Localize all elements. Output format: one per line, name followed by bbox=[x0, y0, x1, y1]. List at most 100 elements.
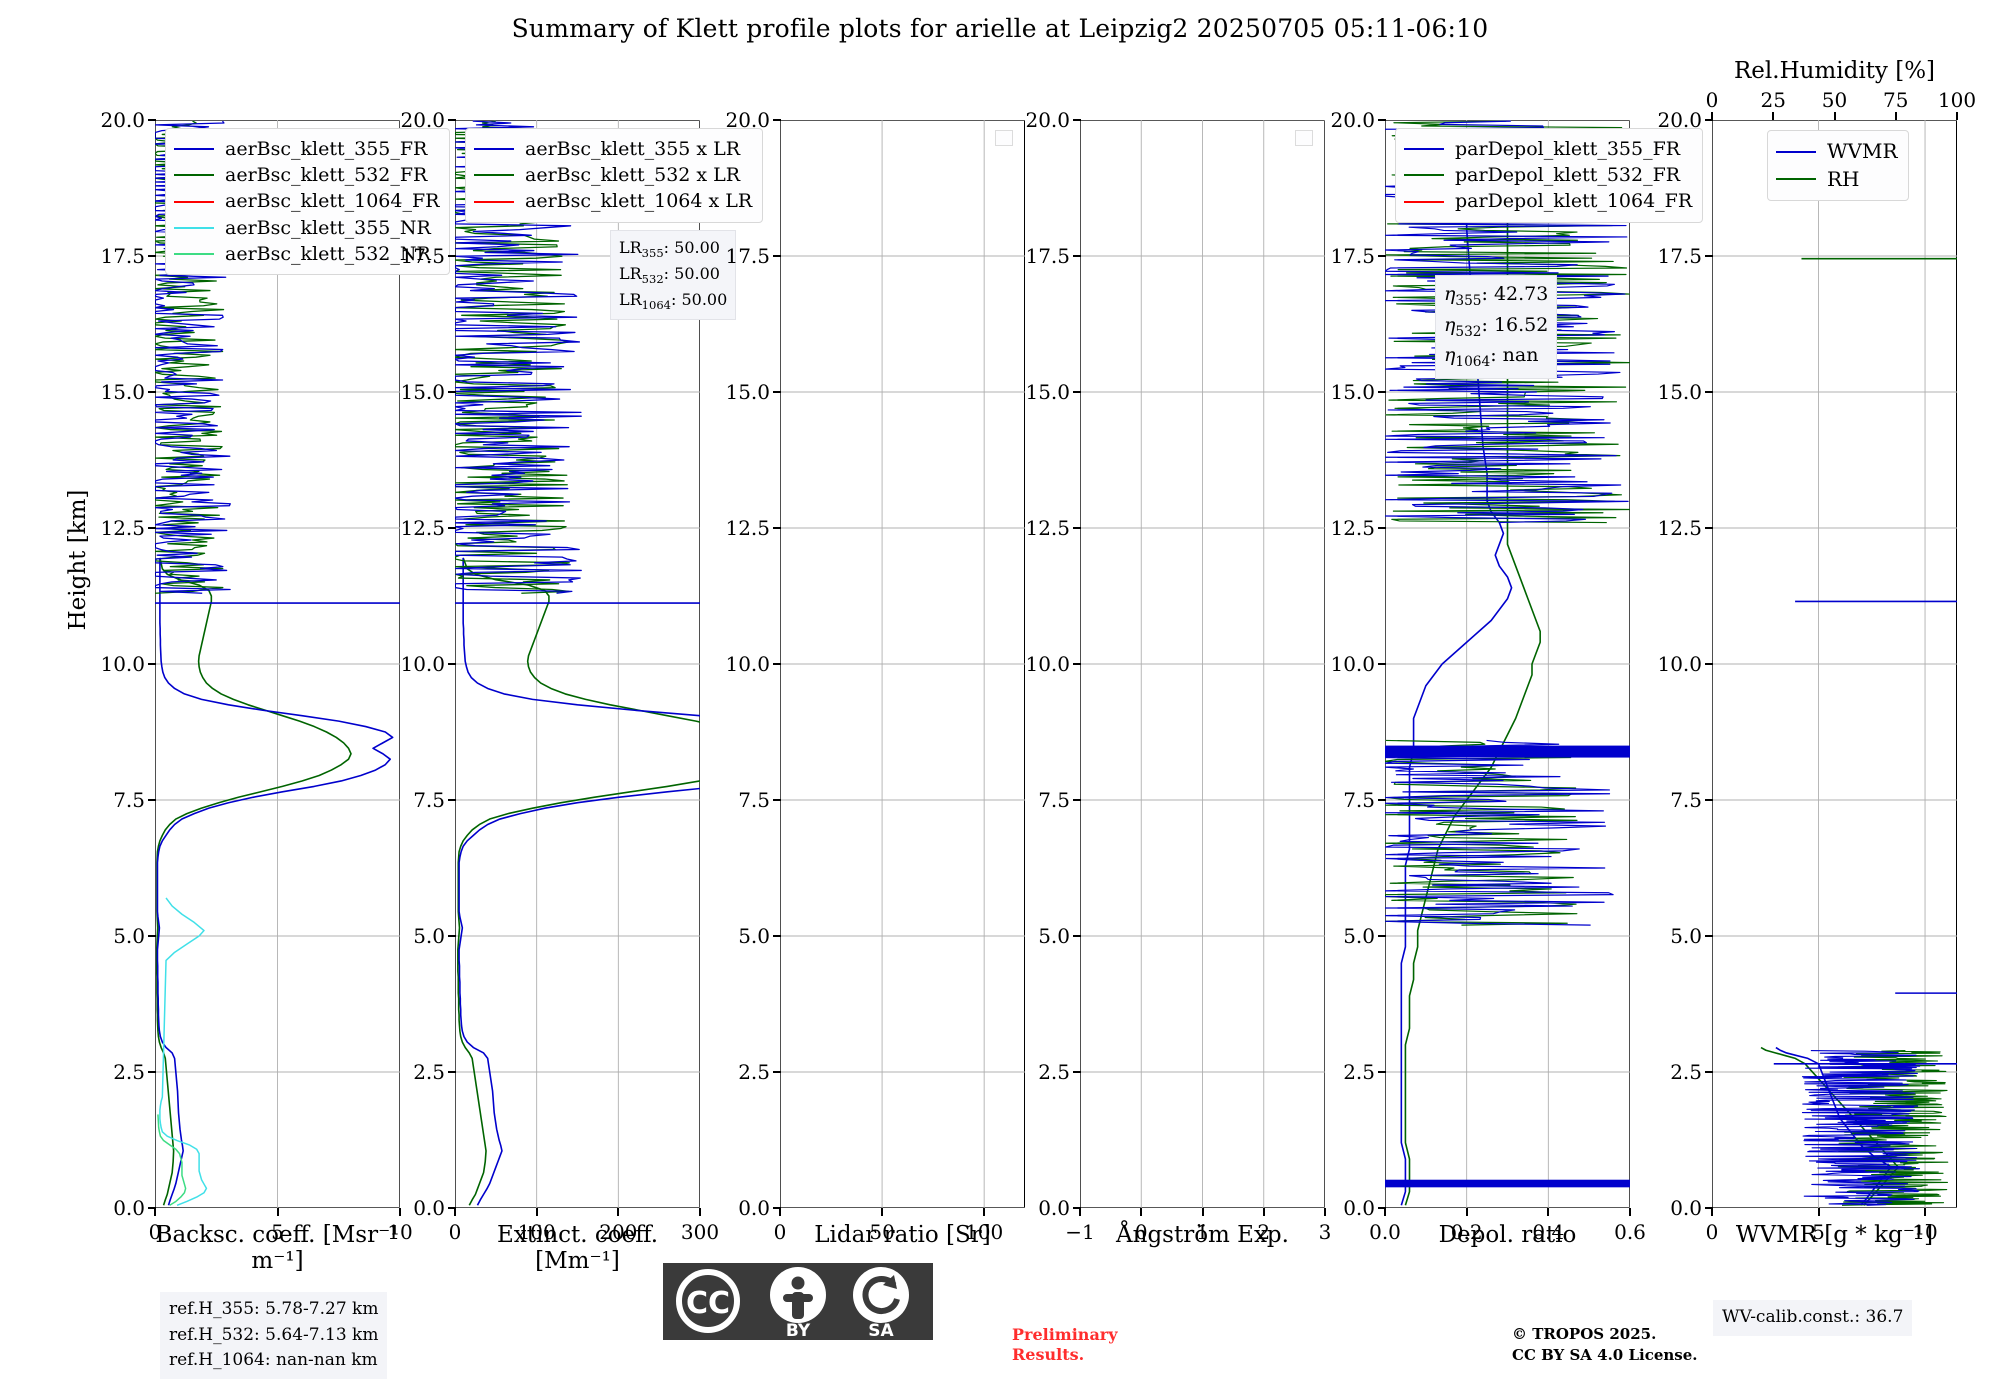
y-tick-mark bbox=[148, 391, 156, 393]
trace-wvmr-noise bbox=[1801, 1050, 1921, 1206]
top-tick-label-rh: 25 bbox=[1760, 88, 1786, 112]
y-tick-mark bbox=[448, 799, 456, 801]
annotation-line: η532: 16.52 bbox=[1444, 312, 1548, 343]
svg-text:CC: CC bbox=[686, 1286, 730, 1321]
annotation-value: : 50.00 bbox=[663, 238, 720, 257]
annotation-line: η355: 42.73 bbox=[1444, 281, 1548, 312]
x-tick-mark bbox=[1817, 1208, 1820, 1216]
annotation-value: : 50.00 bbox=[670, 289, 728, 309]
annotation-symbol: η bbox=[1444, 313, 1456, 336]
trace-532-fr bbox=[457, 557, 700, 1206]
legend-swatch-icon bbox=[474, 200, 514, 203]
y-tick-label: 0.0 bbox=[1038, 1196, 1070, 1220]
legend-label: parDepol_klett_355_FR bbox=[1455, 138, 1681, 160]
y-tick-label: 17.5 bbox=[725, 244, 770, 268]
x-tick-mark bbox=[1262, 1208, 1265, 1216]
legend-item: aerBsc_klett_532 x LR bbox=[474, 162, 752, 188]
y-tick-mark bbox=[148, 1207, 156, 1209]
x-tick-label: 10 bbox=[1912, 1220, 1938, 1244]
y-tick-label: 5.0 bbox=[738, 924, 770, 948]
y-tick-mark bbox=[773, 799, 781, 801]
trace-depol-355-mid-noise bbox=[1385, 739, 1614, 926]
annotation-subscript: 1064 bbox=[641, 297, 671, 312]
top-tick-mark bbox=[1772, 112, 1775, 120]
y-tick-mark bbox=[1073, 1071, 1081, 1073]
ref-h-532: ref.H_532: 5.64-7.13 km bbox=[169, 1324, 379, 1345]
y-tick-mark bbox=[1705, 1207, 1713, 1209]
y-tick-label: 15.0 bbox=[1657, 380, 1702, 404]
legend-item: parDepol_klett_355_FR bbox=[1404, 136, 1692, 162]
y-tick-mark bbox=[773, 663, 781, 665]
ref-height-box: ref.H_355: 5.78-7.27 km ref.H_532: 5.64-… bbox=[160, 1292, 388, 1379]
x-tick-mark bbox=[779, 1208, 781, 1216]
legend-wvmr[interactable]: WVMR RH bbox=[1767, 130, 1909, 202]
depol-saturated-band bbox=[1385, 1179, 1630, 1188]
x-tick-label: 2 bbox=[1257, 1220, 1271, 1244]
y-tick-mark bbox=[1073, 119, 1081, 121]
y-tick-mark bbox=[1378, 255, 1386, 257]
x-tick-label: 50 bbox=[869, 1220, 895, 1244]
x-tick-label: 0.4 bbox=[1532, 1220, 1565, 1244]
legend-item: aerBsc_klett_532_FR bbox=[174, 162, 439, 188]
plot-canvas-wvmr bbox=[1712, 120, 1957, 1208]
x-tick-mark bbox=[881, 1208, 884, 1216]
cc-sa-label: SA bbox=[868, 1321, 894, 1340]
legend-extinction[interactable]: aerBsc_klett_355 x LR aerBsc_klett_532 x … bbox=[465, 128, 764, 223]
x-axis-label-extinction: Extinct. coeff. [Mm⁻¹] bbox=[496, 1222, 659, 1274]
y-tick-label: 7.5 bbox=[113, 788, 145, 812]
x-tick-mark bbox=[1201, 1208, 1204, 1216]
y-tick-mark bbox=[1073, 255, 1081, 257]
legend-backscatter[interactable]: aerBsc_klett_355_FR aerBsc_klett_532_FR ae… bbox=[165, 128, 451, 276]
annotation-value: : 50.00 bbox=[663, 263, 720, 283]
y-tick-mark bbox=[448, 119, 456, 121]
y-tick-mark bbox=[1073, 1207, 1081, 1209]
trace-532-nr bbox=[157, 1114, 187, 1206]
y-tick-label: 0.0 bbox=[1343, 1196, 1375, 1220]
y-tick-mark bbox=[148, 935, 156, 937]
y-tick-mark bbox=[1073, 935, 1081, 937]
annotation-subscript: 532 bbox=[1455, 323, 1482, 340]
x-axis-label-angstrom: Ångström Exp. bbox=[1116, 1222, 1289, 1248]
top-tick-mark bbox=[1711, 112, 1713, 120]
legend-placeholder-angstrom[interactable] bbox=[1295, 130, 1313, 146]
y-tick-mark bbox=[773, 1071, 781, 1073]
plot-panel-angstrom bbox=[1080, 120, 1325, 1208]
y-tick-mark bbox=[448, 1207, 456, 1209]
y-tick-mark bbox=[1378, 391, 1386, 393]
x-tick-mark bbox=[1384, 1208, 1386, 1216]
annotation-value: : nan bbox=[1490, 344, 1539, 367]
legend-label: aerBsc_klett_355 x LR bbox=[525, 138, 741, 160]
x-tick-label: 3 bbox=[1318, 1220, 1332, 1244]
x-tick-mark bbox=[1547, 1208, 1550, 1216]
y-tick-mark bbox=[1378, 663, 1386, 665]
legend-swatch-icon bbox=[474, 174, 514, 177]
y-tick-label: 2.5 bbox=[1038, 1060, 1070, 1084]
annotation-value: : 42.73 bbox=[1481, 283, 1549, 305]
cc-by-label: BY bbox=[786, 1321, 811, 1340]
annotation-line: LR355: 50.00 bbox=[619, 236, 727, 262]
y-tick-mark bbox=[1378, 1071, 1386, 1073]
y-tick-label: 10.0 bbox=[725, 652, 770, 676]
annotation-symbol: LR bbox=[619, 238, 642, 257]
x-tick-mark bbox=[154, 1208, 156, 1216]
y-tick-mark bbox=[1705, 255, 1713, 257]
x-tick-label: 10 bbox=[387, 1220, 413, 1244]
x-tick-mark bbox=[535, 1208, 538, 1216]
y-tick-label: 20.0 bbox=[100, 108, 145, 132]
y-tick-label: 5.0 bbox=[1670, 924, 1702, 948]
x-tick-mark bbox=[983, 1208, 986, 1216]
legend-placeholder-lidar-ratio[interactable] bbox=[995, 130, 1013, 146]
x-axis-label-backscatter: Backsc. coeff. [Msr⁻¹ m⁻¹] bbox=[155, 1222, 400, 1274]
plot-canvas-backscatter bbox=[155, 120, 400, 1208]
page-title: Summary of Klett profile plots for ariel… bbox=[511, 14, 1489, 43]
top-tick-label-rh: 100 bbox=[1937, 88, 1977, 112]
y-tick-label: 2.5 bbox=[738, 1060, 770, 1084]
trace-depol-355 bbox=[1400, 174, 1513, 1206]
annotation-line: η1064: nan bbox=[1444, 342, 1548, 373]
y-tick-label: 12.5 bbox=[725, 516, 770, 540]
trace-355-nr bbox=[159, 897, 208, 1206]
legend-swatch-icon bbox=[1404, 200, 1444, 203]
y-tick-label: 10.0 bbox=[400, 652, 445, 676]
y-tick-label: 12.5 bbox=[400, 516, 445, 540]
legend-depol[interactable]: parDepol_klett_355_FR parDepol_klett_532_… bbox=[1395, 128, 1704, 223]
